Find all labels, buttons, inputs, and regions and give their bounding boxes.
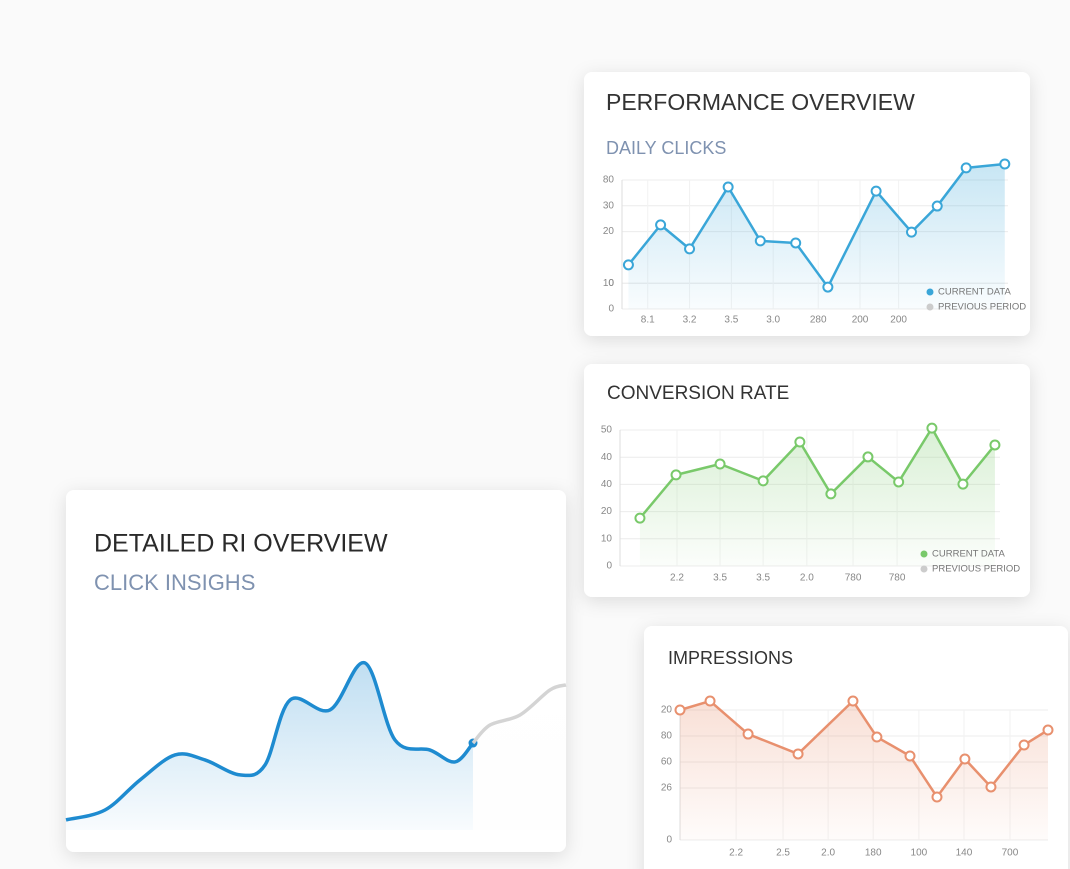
x-tick-label: 2.0: [800, 573, 814, 584]
legend-swatch: [920, 565, 928, 573]
x-tick-label: 280: [810, 315, 827, 326]
point: [960, 162, 972, 174]
y-tick-label: 0: [666, 835, 672, 846]
point: [931, 200, 943, 212]
area: [473, 684, 566, 830]
x-tick-label: 780: [845, 573, 862, 584]
y-tick-label: 80: [661, 731, 673, 742]
x-tick-label: 2.2: [670, 573, 684, 584]
x-tick-label: 3.2: [683, 315, 697, 326]
point: [622, 259, 634, 271]
line: [65, 661, 475, 822]
x-tick-label: 200: [890, 315, 907, 326]
y-tick-label: 20: [601, 506, 613, 517]
x-tick-label: 3.5: [713, 573, 727, 584]
x-tick-label: 2.0: [821, 848, 835, 859]
point: [722, 181, 734, 193]
legend-label: CURRENT DATA: [938, 287, 1012, 298]
x-tick-label: 140: [956, 848, 973, 859]
legend-label: CURRENT DATA: [932, 549, 1006, 560]
x-tick-label: 3.5: [756, 573, 770, 584]
point: [926, 422, 938, 434]
y-tick-label: 10: [603, 278, 615, 289]
y-tick-label: 26: [661, 783, 673, 794]
y-tick-label: 40: [601, 452, 613, 463]
point: [931, 791, 943, 803]
area: [639, 428, 995, 566]
point: [999, 158, 1011, 170]
card-title: PERFORMANCE OVERVIEW: [606, 89, 915, 115]
card-title: DETAILED RI OVERVIEW: [94, 530, 388, 558]
area: [628, 164, 1005, 309]
point: [985, 781, 997, 793]
point: [1042, 724, 1054, 736]
point: [989, 439, 1001, 451]
legend-label: PREVIOUS PERIOD: [932, 564, 1020, 575]
point: [790, 237, 802, 249]
legend-swatch: [926, 288, 934, 296]
y-tick-label: 30: [603, 200, 615, 211]
point: [794, 436, 806, 448]
card-subtitle: DAILY CLICKS: [606, 138, 726, 158]
y-tick-label: 80: [603, 175, 615, 186]
x-tick-label: 780: [889, 573, 906, 584]
point: [822, 281, 834, 293]
point: [704, 695, 716, 707]
x-tick-label: 3.0: [766, 315, 780, 326]
x-tick-label: 3.5: [724, 315, 738, 326]
y-tick-label: 50: [601, 425, 613, 436]
y-tick-label: 20: [603, 226, 615, 237]
area: [680, 701, 1048, 840]
x-tick-label: 2.2: [729, 848, 743, 859]
line: [627, 162, 1005, 289]
point: [792, 748, 804, 760]
point: [871, 731, 883, 743]
area: [66, 662, 473, 830]
point: [1018, 739, 1030, 751]
point: [893, 476, 905, 488]
point: [670, 469, 682, 481]
point: [742, 728, 754, 740]
card-title: IMPRESSIONS: [668, 648, 793, 668]
legend-swatch: [920, 550, 928, 558]
y-tick-label: 40: [601, 479, 613, 490]
point: [655, 219, 667, 231]
y-tick-label: 10: [601, 533, 613, 544]
x-tick-label: 100: [911, 848, 928, 859]
x-tick-label: 2.5: [776, 848, 790, 859]
point: [847, 695, 859, 707]
y-tick-label: 60: [661, 757, 673, 768]
point: [825, 488, 837, 500]
point: [906, 226, 917, 238]
point: [862, 451, 874, 463]
point: [904, 750, 916, 762]
point: [870, 185, 882, 197]
x-tick-label: 180: [865, 848, 882, 859]
point: [754, 235, 766, 247]
x-tick-label: 700: [1002, 848, 1019, 859]
x-tick-label: 8.1: [641, 315, 655, 326]
y-tick-label: 0: [608, 278, 614, 289]
point: [757, 475, 769, 487]
line: [471, 683, 567, 745]
x-tick-label: 200: [852, 315, 869, 326]
point: [957, 478, 969, 490]
y-tick-label: 0: [606, 561, 612, 572]
line: [679, 699, 1049, 799]
y-tick-label: 0: [608, 304, 614, 315]
point: [674, 704, 686, 716]
legend-label: PREVIOUS PERIOD: [938, 302, 1026, 313]
card-subtitle: CLICK INSIGHS: [94, 570, 255, 595]
point: [714, 458, 726, 470]
point: [959, 753, 971, 765]
legend-swatch: [926, 303, 934, 311]
card-title: CONVERSION RATE: [607, 383, 789, 404]
point: [634, 512, 646, 524]
y-tick-label: 20: [661, 705, 673, 716]
point: [684, 243, 696, 255]
